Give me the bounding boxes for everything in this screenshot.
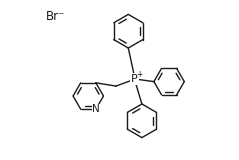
Text: Br⁻: Br⁻ — [46, 9, 65, 23]
Text: +: + — [136, 70, 143, 79]
Text: P: P — [131, 74, 138, 84]
Text: N: N — [92, 104, 100, 114]
